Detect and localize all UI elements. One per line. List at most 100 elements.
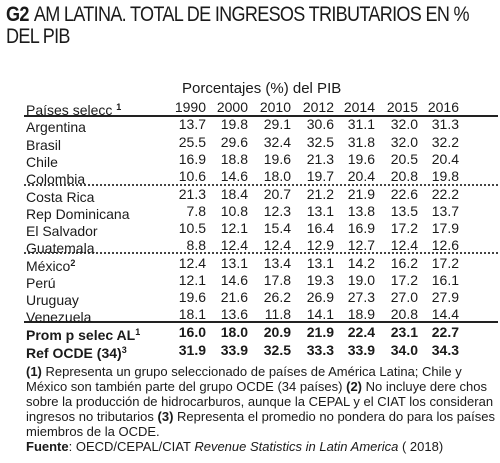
row-label: Rep Dominicana <box>26 203 130 223</box>
table-cell: 13.5 <box>390 203 418 219</box>
table-cell: 29.6 <box>220 134 248 150</box>
table-cell: 22.7 <box>431 324 459 340</box>
table-cell: 13.1 <box>306 203 334 219</box>
table-cell: 13.1 <box>306 255 334 271</box>
table-cell: 22.6 <box>390 186 418 202</box>
row-label: Costa Rica <box>26 186 94 206</box>
table-cell: 12.4 <box>178 255 206 271</box>
table-cell: 21.3 <box>306 151 334 167</box>
table-cell: 20.8 <box>390 168 418 184</box>
table-cell: 16.0 <box>178 324 206 340</box>
row-label: Prom p selec AL1 <box>26 324 140 344</box>
table-cell: 27.3 <box>347 289 375 305</box>
row-note: 1 <box>135 327 141 337</box>
table-cell: 19.8 <box>431 168 459 184</box>
table-cell: 33.9 <box>220 342 248 358</box>
country-name: Guatemala <box>26 240 95 256</box>
row-label: Guatemala <box>26 237 94 257</box>
table-cell: 21.9 <box>306 324 334 340</box>
table-cell: 33.3 <box>306 342 334 358</box>
countries-column-header: Países selecc 1 <box>26 99 121 118</box>
table-row: Chile 16.9 18.8 19.6 21.3 19.6 20.5 20.4 <box>0 151 500 170</box>
table-cell: 20.5 <box>390 151 418 167</box>
table-cell: 16.2 <box>390 255 418 271</box>
table-cell: 31.9 <box>178 342 206 358</box>
footnote-1-number: (1) <box>26 364 42 379</box>
country-name: El Salvador <box>26 223 98 239</box>
table-cell: 19.7 <box>306 168 334 184</box>
table-cell: 17.2 <box>390 220 418 236</box>
table-cell: 25.5 <box>178 134 206 150</box>
table-cell: 20.8 <box>390 306 418 322</box>
table-cell: 21.9 <box>347 186 375 202</box>
country-name: Argentina <box>26 119 86 135</box>
source-line: Fuente: OECD/CEPAL/CIAT Revenue Statisti… <box>26 439 443 454</box>
table-cell: 21.2 <box>306 186 334 202</box>
table-cell: 27.0 <box>390 289 418 305</box>
country-name: Prom p selec AL <box>26 327 136 343</box>
country-name: Brasil <box>26 137 62 153</box>
row-label: Uruguay <box>26 289 79 309</box>
table-cell: 13.6 <box>220 306 248 322</box>
row-label: Perú <box>26 272 56 292</box>
source-publication: Revenue Statistics in Latin America <box>194 439 399 454</box>
figure-title: G2 AM LATINA. TOTAL DE INGRESOS TRIBUTARI… <box>6 4 470 48</box>
table-cell: 32.0 <box>390 134 418 150</box>
footnote-3-text: Representa el promedio no pondera do par… <box>26 409 496 439</box>
year-header: 2012 <box>302 99 334 115</box>
table-cell: 13.4 <box>263 255 291 271</box>
country-name: Chile <box>26 154 58 170</box>
summary-row: Prom p selec AL1 16.0 18.0 20.9 21.9 22.4 23.1… <box>0 324 500 344</box>
table-row: Argentina 13.7 19.8 29.1 30.6 31.1 32.0 31.3 <box>0 116 500 136</box>
table-cell: 20.4 <box>431 151 459 167</box>
table-cell: 16.4 <box>306 220 334 236</box>
table-cell: 26.2 <box>263 289 291 305</box>
table-cell: 8.8 <box>186 237 206 253</box>
table-cell: 16.9 <box>178 151 206 167</box>
table-cell: 34.0 <box>390 342 418 358</box>
table-cell: 10.5 <box>178 220 206 236</box>
table-cell: 14.4 <box>431 306 459 322</box>
table-cell: 34.3 <box>431 342 459 358</box>
country-name: Ref OCDE (34) <box>26 345 122 361</box>
row-label: Ref OCDE (34)3 <box>26 342 127 362</box>
country-name: Rep Dominicana <box>26 206 130 222</box>
table-cell: 22.2 <box>431 186 459 202</box>
table-cell: 18.0 <box>263 168 291 184</box>
countries-header-note: 1 <box>116 102 122 112</box>
table-cell: 13.7 <box>431 203 459 219</box>
table-cell: 14.1 <box>306 306 334 322</box>
footnote-3-number: (3) <box>157 409 174 424</box>
table-cell: 20.7 <box>263 186 291 202</box>
table-cell: 12.7 <box>347 237 375 253</box>
row-note: 2 <box>70 258 76 268</box>
row-label: México2 <box>26 255 75 275</box>
table-cell: 32.2 <box>431 134 459 150</box>
header-rule <box>24 115 498 117</box>
title-line-2: DEL PIB <box>6 25 70 48</box>
table-cell: 13.8 <box>347 203 375 219</box>
table-cell: 23.1 <box>390 324 418 340</box>
year-header: 1990 <box>174 99 206 115</box>
year-header: 2016 <box>427 99 459 115</box>
table-cell: 14.2 <box>347 255 375 271</box>
row-label: Argentina <box>26 116 86 136</box>
table-cell: 14.6 <box>220 272 248 288</box>
table-cell: 18.9 <box>347 306 375 322</box>
table-cell: 12.6 <box>431 237 459 253</box>
table-cell: 12.1 <box>220 220 248 236</box>
year-header: 2010 <box>259 99 291 115</box>
row-label: Venezuela <box>26 306 91 326</box>
group-divider-1 <box>24 184 498 186</box>
footnote-2-text: No incluye dere chos sobre la producción… <box>26 379 494 424</box>
source-label: Fuente <box>26 439 69 454</box>
country-name: México <box>26 258 71 274</box>
table-row: Venezuela 18.1 13.6 11.8 14.1 18.9 20.8 14.4 <box>0 306 500 326</box>
row-note: 3 <box>121 345 127 355</box>
table-cell: 21.3 <box>178 186 206 202</box>
table-cell: 32.5 <box>306 134 334 150</box>
table-row: Brasil 25.5 29.6 32.4 32.5 31.8 32.0 32.2 <box>0 134 500 153</box>
table-row: México2 12.4 13.1 13.4 13.1 14.2 16.2 17.2 <box>0 255 500 275</box>
table-cell: 17.9 <box>431 220 459 236</box>
source-prefix: : OECD/CEPAL/CIAT <box>68 439 195 454</box>
